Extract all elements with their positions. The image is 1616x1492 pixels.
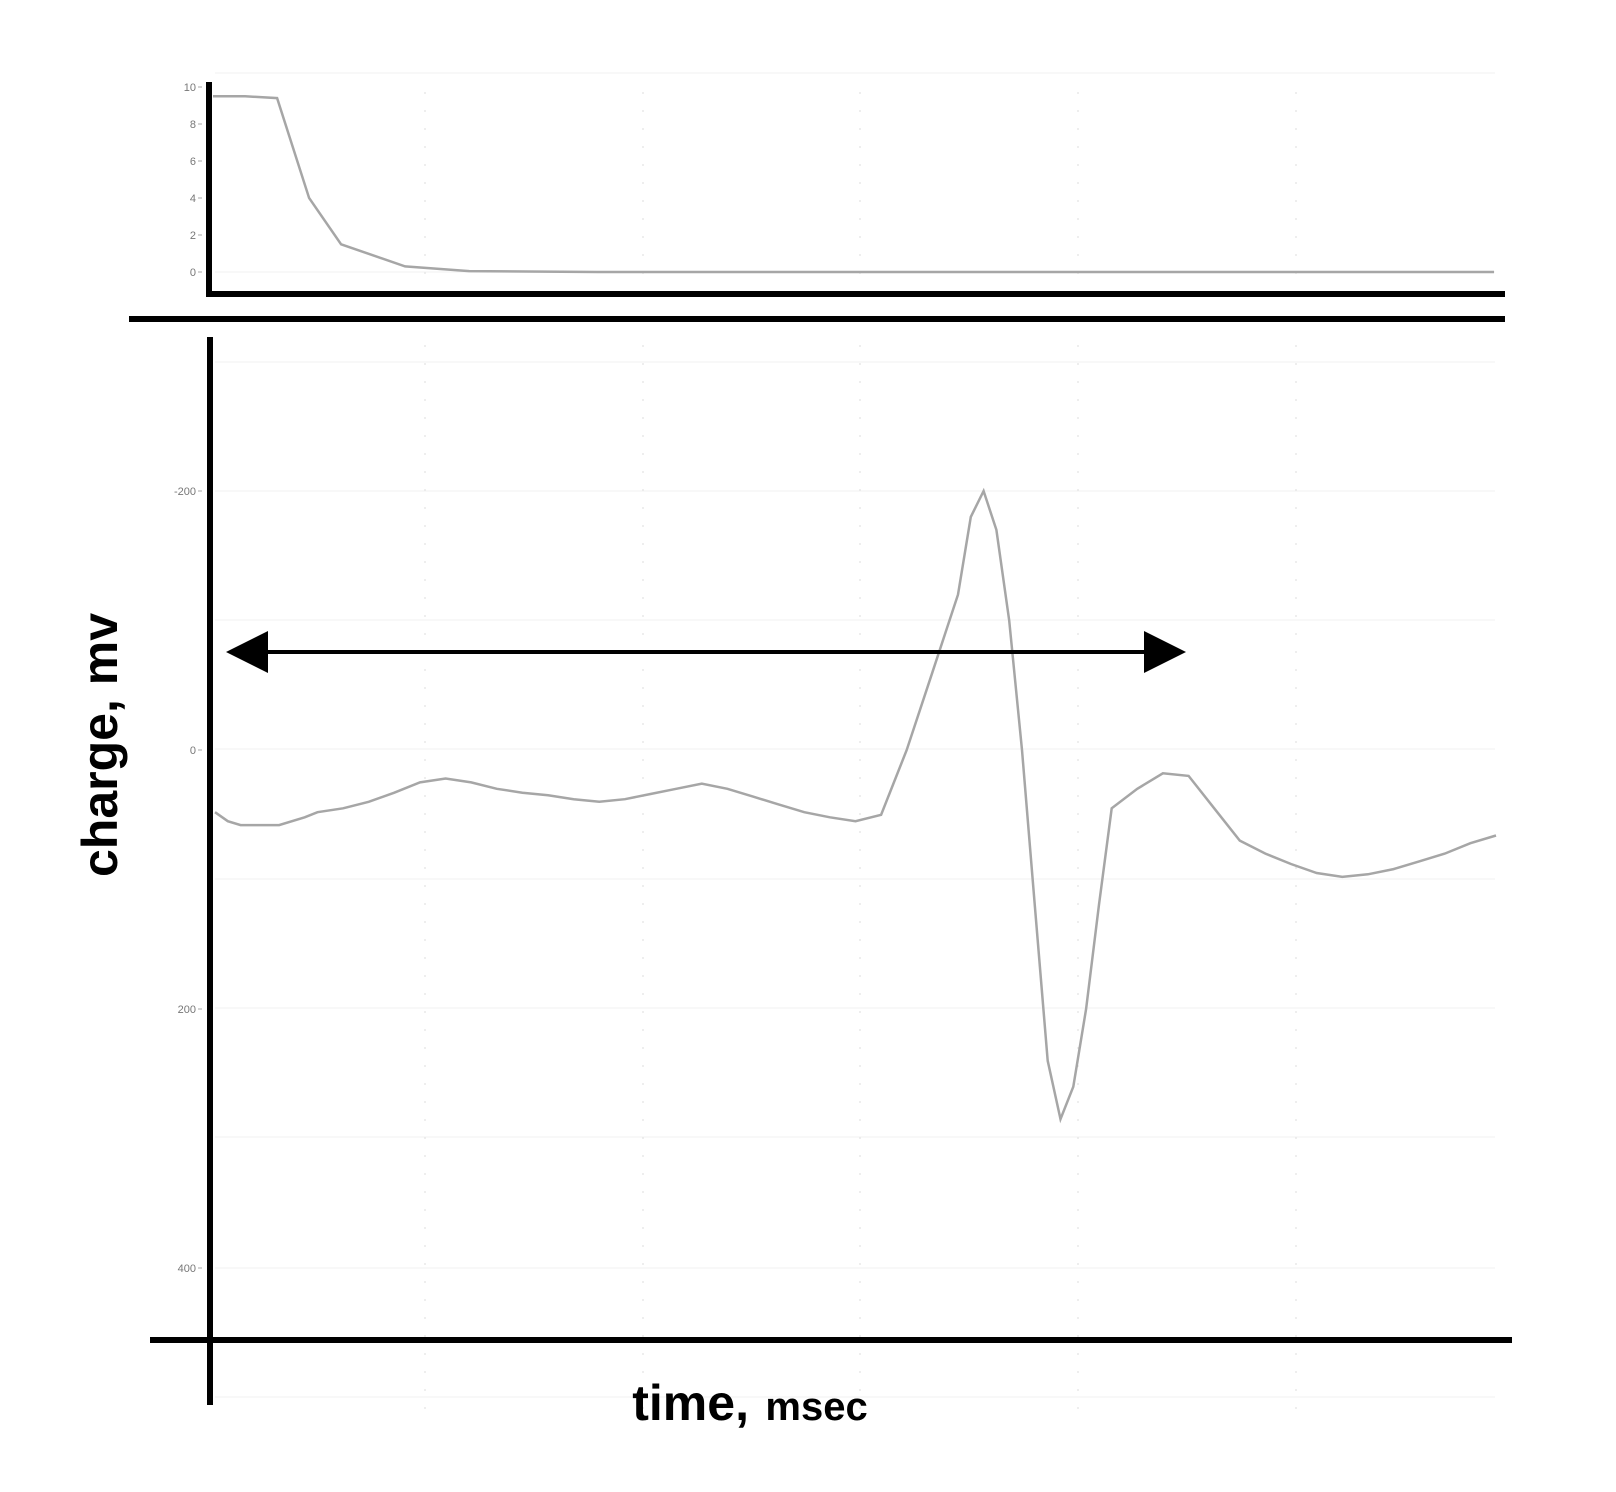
top-chart-y-tick-label: 4	[190, 193, 196, 205]
span-arrow-right-head	[1144, 631, 1186, 673]
main-chart-series-line	[214, 487, 1497, 1124]
main-chart-y-tick-label: 0	[190, 745, 196, 757]
main-chart-y-tick-label: -200	[174, 486, 196, 498]
main-chart-y-tick-label: 400	[178, 1263, 196, 1275]
main-chart-y-tick-label: 200	[178, 1004, 196, 1016]
top-chart-grid	[215, 72, 1495, 276]
top-chart-y-tick-label: 10	[184, 82, 196, 94]
top-chart-y-tick-label: 2	[190, 230, 196, 242]
x-axis-label-unit: msec	[765, 1385, 867, 1429]
main-chart-y-ticks: -200 0 200 400	[174, 486, 202, 1275]
main-chart-grid	[215, 345, 1495, 1420]
span-arrow-left-head	[226, 631, 268, 673]
y-axis-label: charge, mv	[72, 613, 128, 877]
main-chart: -200 0 200 400 charge, mv time, msec	[72, 337, 1512, 1431]
top-chart-y-tick-label: 8	[190, 119, 196, 131]
x-axis-label: time, msec	[632, 1375, 867, 1431]
top-chart-y-tick-label: 0	[190, 267, 196, 279]
top-chart-y-tick-label: 6	[190, 156, 196, 168]
top-chart-y-ticks: 0 2 4 6 8 10	[184, 82, 202, 279]
top-chart-series-line	[213, 95, 1494, 274]
span-arrow	[226, 631, 1186, 673]
x-axis-label-main: time,	[632, 1375, 749, 1431]
top-chart: 0 2 4 6 8 10	[129, 72, 1505, 322]
